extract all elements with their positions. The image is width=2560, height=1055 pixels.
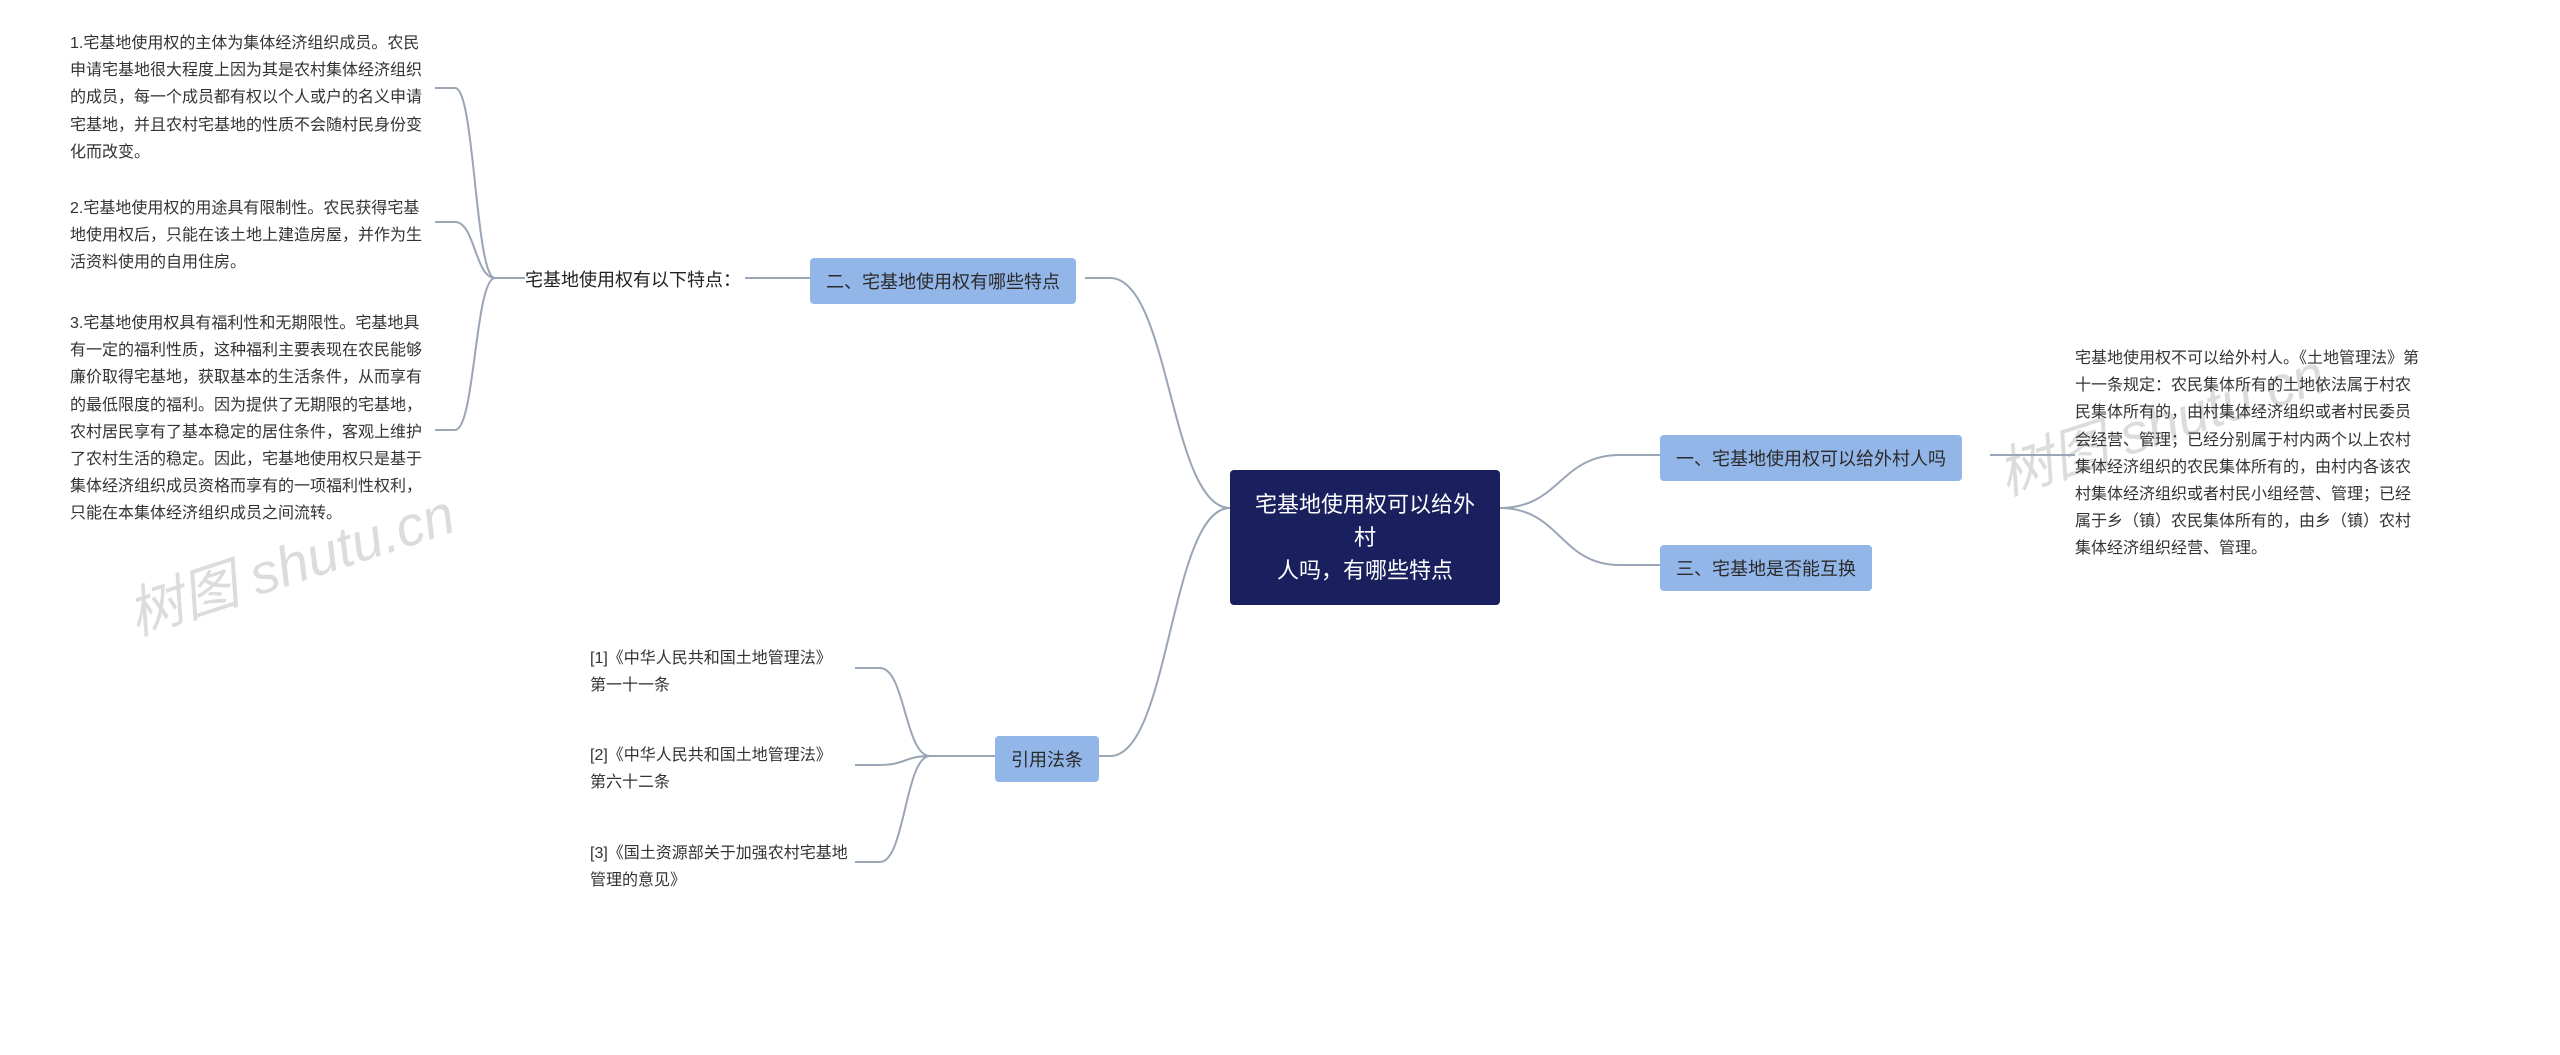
root-line2: 人吗，有哪些特点 — [1277, 558, 1453, 583]
sub-label-features: 宅基地使用权有以下特点： — [525, 266, 741, 292]
leaf-feature-2: 2.宅基地使用权的用途具有限制性。农民获得宅基地使用权后，只能在该土地上建造房屋… — [70, 195, 430, 277]
leaf-ref-3: [3]《国土资源部关于加强农村宅基地管理的意见》 — [590, 840, 850, 894]
leaf-feature-3: 3.宅基地使用权具有福利性和无期限性。宅基地具有一定的福利性质，这种福利主要表现… — [70, 310, 430, 528]
leaf-ref-2: [2]《中华人民共和国土地管理法》 第六十二条 — [590, 742, 850, 796]
branch-right-3: 三、宅基地是否能互换 — [1660, 545, 1872, 591]
branch-right-1: 一、宅基地使用权可以给外村人吗 — [1660, 435, 1962, 481]
root-line1: 宅基地使用权可以给外村 — [1255, 492, 1475, 550]
leaf-feature-1: 1.宅基地使用权的主体为集体经济组织成员。农民申请宅基地很大程度上因为其是农村集… — [70, 30, 430, 166]
leaf-right-1: 宅基地使用权不可以给外村人。《土地管理法》第十一条规定：农民集体所有的土地依法属… — [2075, 345, 2425, 563]
branch-left-2: 二、宅基地使用权有哪些特点 — [810, 258, 1076, 304]
root-node: 宅基地使用权可以给外村 人吗，有哪些特点 — [1230, 470, 1500, 605]
branch-refs: 引用法条 — [995, 736, 1099, 782]
leaf-ref-1: [1]《中华人民共和国土地管理法》 第一十一条 — [590, 645, 850, 699]
